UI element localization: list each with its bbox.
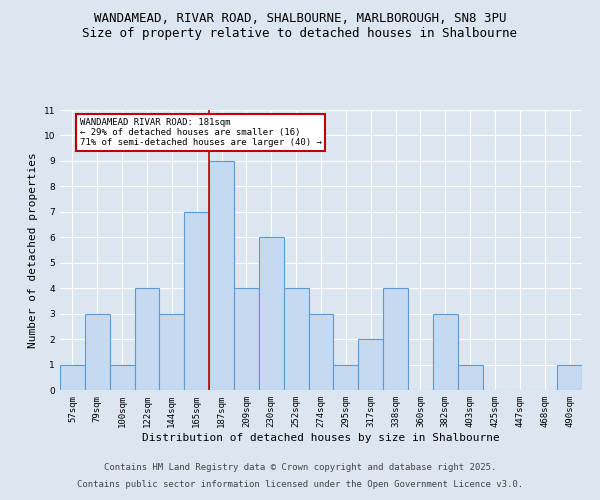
Bar — [358, 339, 383, 390]
Bar — [308, 314, 334, 390]
Bar — [60, 364, 85, 390]
Text: Contains HM Land Registry data © Crown copyright and database right 2025.: Contains HM Land Registry data © Crown c… — [104, 464, 496, 472]
Bar — [458, 364, 482, 390]
Bar — [160, 314, 184, 390]
Text: WANDAMEAD RIVAR ROAD: 181sqm
← 29% of detached houses are smaller (16)
71% of se: WANDAMEAD RIVAR ROAD: 181sqm ← 29% of de… — [80, 118, 322, 148]
Text: Contains public sector information licensed under the Open Government Licence v3: Contains public sector information licen… — [77, 480, 523, 489]
Bar — [383, 288, 408, 390]
Text: WANDAMEAD, RIVAR ROAD, SHALBOURNE, MARLBOROUGH, SN8 3PU: WANDAMEAD, RIVAR ROAD, SHALBOURNE, MARLB… — [94, 12, 506, 26]
Bar — [433, 314, 458, 390]
Bar — [334, 364, 358, 390]
Y-axis label: Number of detached properties: Number of detached properties — [28, 152, 38, 348]
Bar — [85, 314, 110, 390]
Bar — [234, 288, 259, 390]
Bar — [557, 364, 582, 390]
Bar — [134, 288, 160, 390]
X-axis label: Distribution of detached houses by size in Shalbourne: Distribution of detached houses by size … — [142, 432, 500, 442]
Bar — [209, 161, 234, 390]
Bar — [259, 238, 284, 390]
Bar — [110, 364, 134, 390]
Bar — [284, 288, 308, 390]
Text: Size of property relative to detached houses in Shalbourne: Size of property relative to detached ho… — [83, 28, 517, 40]
Bar — [184, 212, 209, 390]
